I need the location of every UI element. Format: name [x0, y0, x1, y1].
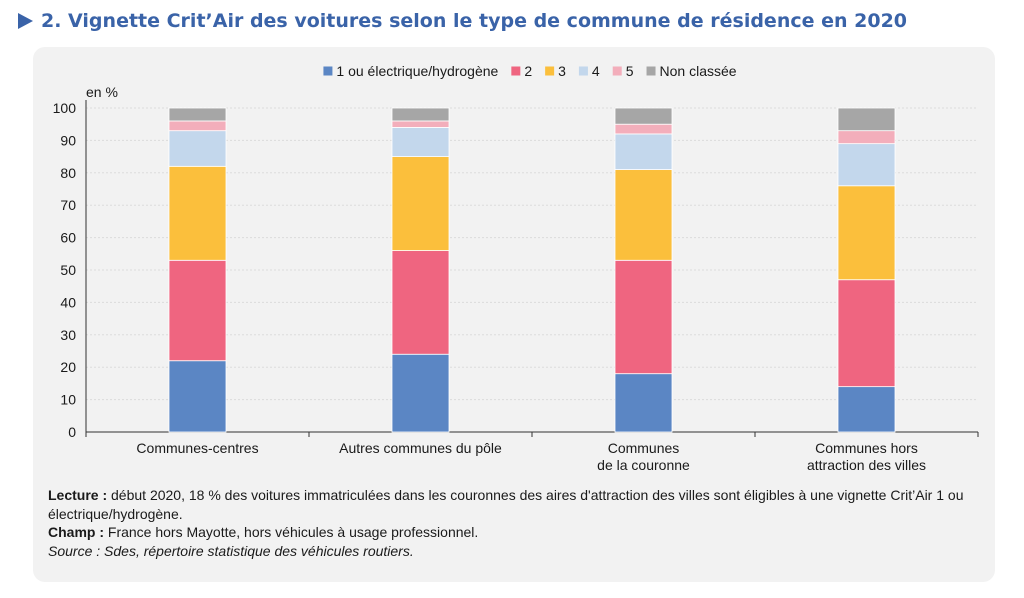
chart-notes: Lecture : début 2020, 18 % des voitures … — [48, 486, 978, 560]
legend-item: 2 — [511, 63, 532, 79]
bar-segment — [614, 259, 673, 375]
x-tick-label: Communes hors — [815, 440, 918, 456]
legend-swatch — [511, 66, 521, 76]
bar-segment — [837, 107, 896, 132]
bar-segment — [391, 353, 450, 433]
x-tick-label: de la couronne — [597, 457, 690, 473]
x-tick-label: Communes-centres — [136, 440, 258, 456]
y-tick-label: 70 — [60, 197, 76, 213]
bar-segment — [391, 107, 450, 122]
source-note: Source : Sdes, répertoire statistique de… — [48, 542, 414, 559]
legend: 1 ou électrique/hydrogène 2 3 4 5 Non classée — [323, 63, 737, 79]
bar-segment — [168, 259, 227, 362]
y-tick-label: 30 — [60, 327, 76, 343]
legend-item: 1 ou électrique/hydrogène — [323, 63, 499, 79]
y-tick-label: 90 — [60, 132, 76, 148]
bar-segment — [168, 360, 227, 433]
champ-text: France hors Mayotte, hors véhicules à us… — [104, 524, 479, 540]
x-tick-label: attraction des villes — [807, 457, 926, 473]
legend-swatch — [612, 66, 622, 76]
champ-label: Champ : — [48, 524, 104, 540]
bar-segment — [837, 143, 896, 187]
legend-item: 4 — [578, 63, 600, 79]
legend-item: Non classée — [646, 63, 737, 79]
champ-note: Champ : France hors Mayotte, hors véhicu… — [48, 523, 978, 542]
legend-item: 5 — [612, 63, 634, 79]
x-axis-labels: Communes-centres Autres communes du pôle C… — [136, 440, 926, 473]
x-tick-label: Autres communes du pôle — [339, 440, 502, 456]
bar-segment — [168, 130, 227, 167]
legend-label: 3 — [558, 63, 566, 79]
bar-segment — [837, 185, 896, 281]
y-tick-label: 80 — [60, 165, 76, 181]
title-arrow-icon — [18, 13, 33, 29]
y-tick-label: 100 — [53, 100, 77, 116]
legend-label: 4 — [592, 63, 600, 79]
legend-swatch — [545, 66, 555, 76]
legend-label: 2 — [524, 63, 532, 79]
gridlines — [85, 100, 979, 437]
chart-title-text: 2. Vignette Crit’Air des voitures selon … — [41, 10, 908, 32]
bar-segment — [837, 130, 896, 145]
legend-swatch — [578, 66, 588, 76]
legend-swatch — [646, 66, 656, 76]
legend-label: 5 — [626, 63, 634, 79]
bar-segment — [168, 165, 227, 261]
bar-segment — [391, 120, 450, 128]
lecture-label: Lecture : — [48, 487, 108, 503]
legend-swatch — [323, 66, 333, 76]
legend-label: 1 ou électrique/hydrogène — [336, 63, 498, 79]
bar-segment — [391, 156, 450, 251]
y-axis-ticks: 0 10 20 30 40 50 60 70 80 90 100 — [53, 100, 77, 440]
bar-segment — [614, 133, 673, 170]
y-tick-label: 10 — [60, 392, 76, 408]
x-tick-label: Communes — [608, 440, 680, 456]
lecture-text: début 2020, 18 % des voitures immatricul… — [48, 487, 964, 522]
bar-segment — [614, 373, 673, 433]
y-tick-label: 50 — [60, 262, 76, 278]
y-tick-label: 0 — [68, 424, 76, 440]
bar-segment — [614, 123, 673, 135]
bar-segment — [614, 107, 673, 125]
chart-title: 2. Vignette Crit’Air des voitures selon … — [18, 10, 907, 32]
bar-segment — [391, 250, 450, 355]
bar-segment — [168, 107, 227, 122]
legend-item: 3 — [545, 63, 566, 79]
bar-segment — [837, 279, 896, 388]
bar-segment — [391, 127, 450, 158]
y-tick-label: 20 — [60, 359, 76, 375]
y-tick-label: 60 — [60, 230, 76, 246]
legend-label: Non classée — [660, 63, 737, 79]
bar-segment — [168, 120, 227, 132]
y-axis-label: en % — [86, 84, 118, 100]
bar-segment — [614, 169, 673, 261]
lecture-note: Lecture : début 2020, 18 % des voitures … — [48, 486, 978, 523]
bar-segment — [837, 386, 896, 433]
y-tick-label: 40 — [60, 294, 76, 310]
bars — [168, 107, 896, 433]
